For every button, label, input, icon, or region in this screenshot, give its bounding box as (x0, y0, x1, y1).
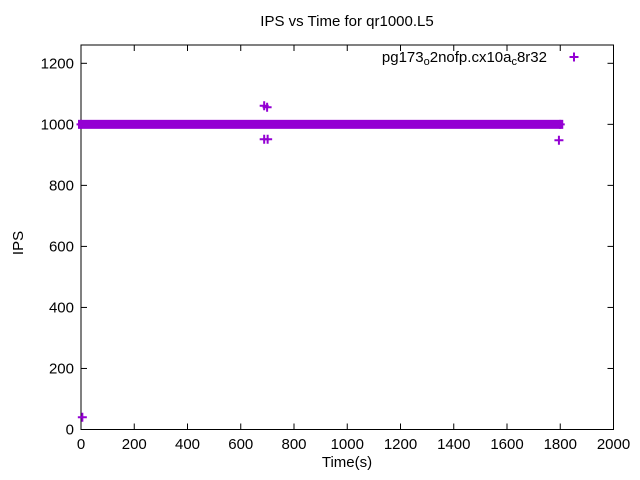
plot-border (80, 44, 614, 430)
legend-marker-plus (569, 52, 579, 62)
x-tick-label: 1200 (384, 436, 417, 453)
plot-area-border (80, 44, 614, 430)
y-tick-label: 1000 (41, 116, 74, 133)
dense-point-band (78, 119, 564, 129)
x-tick-label: 2000 (597, 436, 630, 453)
x-tick-label: 800 (281, 436, 306, 453)
chart-title: IPS vs Time for qr1000.L5 (260, 13, 433, 30)
y-tick-label: 200 (49, 360, 74, 377)
x-tick-label: 1800 (544, 436, 577, 453)
y-tick-label: 1200 (41, 55, 74, 72)
x-axis-label: Time(s) (322, 454, 372, 471)
legend-label: pg173o2nofp.cx10ac8r32 (382, 49, 547, 68)
x-tick-label: 1400 (437, 436, 470, 453)
data-point-plus (77, 412, 87, 422)
axis-ticks (80, 45, 614, 430)
x-tick-label: 0 (77, 436, 85, 453)
x-tick-label: 200 (122, 436, 147, 453)
x-axis-tick-labels: 0 200 400 600 800 1000 1200 1400 1600 1800 2000 (77, 436, 630, 453)
y-tick-label: 400 (49, 299, 74, 316)
data-point-plus (554, 135, 564, 145)
legend: pg173o2nofp.cx10ac8r32 (382, 49, 579, 68)
data-series (76, 101, 565, 422)
x-tick-label: 1000 (331, 436, 364, 453)
y-tick-label: 0 (66, 422, 74, 439)
x-tick-label: 1600 (490, 436, 523, 453)
y-tick-label: 800 (49, 177, 74, 194)
data-point-plus (263, 134, 273, 144)
y-axis-tick-labels: 0 200 400 600 800 1000 1200 (41, 55, 74, 438)
x-tick-label: 600 (228, 436, 253, 453)
y-tick-label: 600 (49, 238, 74, 255)
x-tick-label: 400 (175, 436, 200, 453)
data-point-plus (262, 102, 272, 112)
y-axis-label: IPS (10, 231, 27, 255)
